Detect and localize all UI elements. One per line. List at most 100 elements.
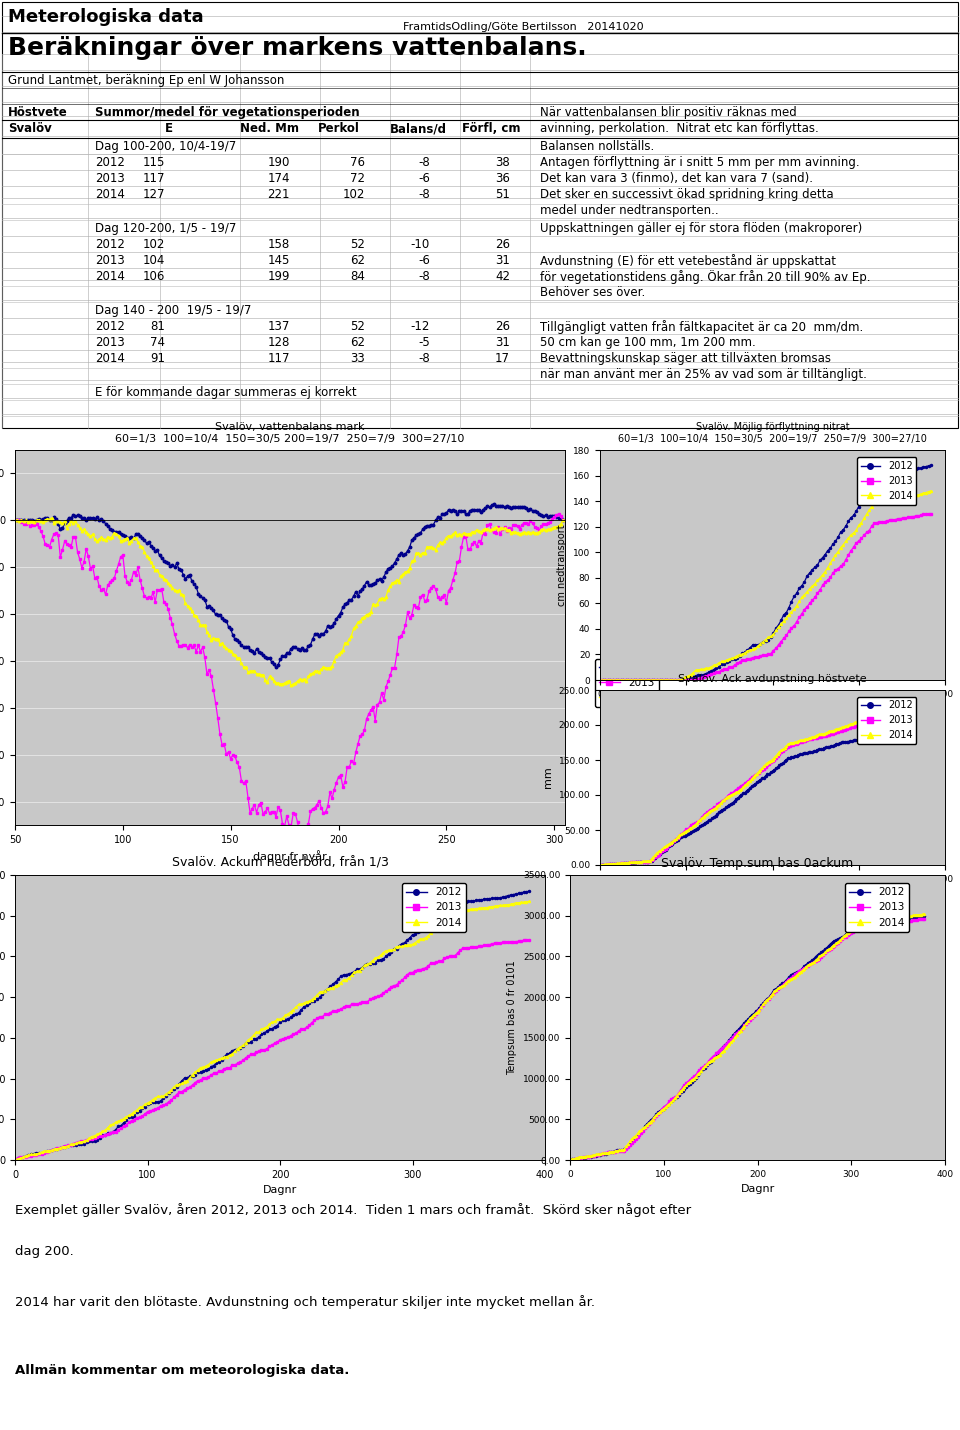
Text: -12: -12: [411, 320, 430, 333]
Text: avinning, perkolation.  Nitrat etc kan förflyttas.: avinning, perkolation. Nitrat etc kan fö…: [540, 122, 819, 134]
X-axis label: Dagnr från nyår: Dagnr från nyår: [731, 705, 814, 716]
Text: Förfl, cm: Förfl, cm: [462, 122, 520, 134]
Title: Svalöv. Temp.sum bas 0ackum: Svalöv. Temp.sum bas 0ackum: [661, 857, 853, 869]
Text: dag 200.: dag 200.: [15, 1244, 74, 1258]
Text: 62: 62: [350, 255, 365, 267]
Text: 31: 31: [495, 336, 510, 349]
Title: Svalöv. Möjlig förflyttning nitrat
60=1/3  100=10/4  150=30/5  200=19/7  250=7/9: Svalöv. Möjlig förflyttning nitrat 60=1/…: [618, 422, 927, 443]
Text: 2014: 2014: [95, 187, 125, 202]
Text: Avdunstning (E) för ett vetebestånd är uppskattat: Avdunstning (E) för ett vetebestånd är u…: [540, 255, 836, 267]
Text: 42: 42: [495, 270, 510, 283]
Text: för vegetationstidens gång. Ökar från 20 till 90% av Ep.: för vegetationstidens gång. Ökar från 20…: [540, 270, 871, 285]
Text: 2012: 2012: [95, 237, 125, 252]
Text: Beräkningar över markens vattenbalans.: Beräkningar över markens vattenbalans.: [8, 36, 587, 60]
Text: Ned. Mm: Ned. Mm: [240, 122, 299, 134]
Text: Meterologiska data: Meterologiska data: [8, 9, 204, 26]
Text: Dag 140 - 200  19/5 - 19/7: Dag 140 - 200 19/5 - 19/7: [95, 305, 252, 317]
Text: 174: 174: [268, 172, 290, 184]
Text: 2014: 2014: [95, 352, 125, 365]
Text: 17: 17: [495, 352, 510, 365]
X-axis label: dagnr fr nyår: dagnr fr nyår: [253, 851, 326, 862]
Text: 52: 52: [350, 237, 365, 252]
Y-axis label: mm: mm: [543, 766, 553, 788]
Text: Tillgängligt vatten från fältkapacitet är ca 20  mm/dm.: Tillgängligt vatten från fältkapacitet ä…: [540, 320, 863, 335]
Text: Dag 120-200, 1/5 - 19/7: Dag 120-200, 1/5 - 19/7: [95, 222, 236, 235]
Text: Uppskattningen gäller ej för stora flöden (makroporer): Uppskattningen gäller ej för stora flöde…: [540, 222, 862, 235]
Text: när man använt mer än 25% av vad som är tilltängligt.: när man använt mer än 25% av vad som är …: [540, 368, 867, 380]
Legend: 2012, 2013, 2014: 2012, 2013, 2014: [845, 884, 909, 932]
Text: 26: 26: [495, 237, 510, 252]
Text: Höstvete: Höstvete: [8, 106, 68, 119]
Text: 115: 115: [143, 156, 165, 169]
X-axis label: Dagnr: Dagnr: [263, 1185, 298, 1195]
Text: När vattenbalansen blir positiv räknas med: När vattenbalansen blir positiv räknas m…: [540, 106, 797, 119]
Text: 128: 128: [268, 336, 290, 349]
Text: 76: 76: [350, 156, 365, 169]
Text: 91: 91: [150, 352, 165, 365]
Text: 2014: 2014: [95, 270, 125, 283]
Text: -8: -8: [419, 352, 430, 365]
Y-axis label: cm nedtransport: cm nedtransport: [558, 525, 567, 606]
Text: 33: 33: [350, 352, 365, 365]
Text: 2012: 2012: [95, 156, 125, 169]
Text: 26: 26: [495, 320, 510, 333]
Text: 102: 102: [343, 187, 365, 202]
Text: Summor/medel för vegetationsperioden: Summor/medel för vegetationsperioden: [95, 106, 360, 119]
Text: -8: -8: [419, 156, 430, 169]
Title: Svalöv, vattenbalans mark
60=1/3  100=10/4  150=30/5 200=19/7  250=7/9  300=27/1: Svalöv, vattenbalans mark 60=1/3 100=10/…: [115, 422, 465, 443]
Text: 106: 106: [143, 270, 165, 283]
Text: 117: 117: [268, 352, 290, 365]
Legend: 2012, 2013, 2014: 2012, 2013, 2014: [856, 696, 917, 744]
Text: 72: 72: [350, 172, 365, 184]
Text: 2012: 2012: [95, 320, 125, 333]
Text: 51: 51: [495, 187, 510, 202]
Text: medel under nedtransporten..: medel under nedtransporten..: [540, 204, 719, 217]
Text: E: E: [165, 122, 173, 134]
X-axis label: Dagnr: Dagnr: [756, 889, 788, 899]
Text: 36: 36: [495, 172, 510, 184]
Text: 199: 199: [268, 270, 290, 283]
Text: -8: -8: [419, 187, 430, 202]
Text: 102: 102: [143, 237, 165, 252]
Text: Grund Lantmet, beräkning Ep enl W Johansson: Grund Lantmet, beräkning Ep enl W Johans…: [8, 74, 284, 87]
Y-axis label: Tempsum bas 0 fr 0101: Tempsum bas 0 fr 0101: [507, 960, 517, 1075]
Text: 50 cm kan ge 100 mm, 1m 200 mm.: 50 cm kan ge 100 mm, 1m 200 mm.: [540, 336, 756, 349]
Text: Balansen nollställs.: Balansen nollställs.: [540, 140, 655, 153]
Text: 62: 62: [350, 336, 365, 349]
Text: 2013: 2013: [95, 255, 125, 267]
Text: 84: 84: [350, 270, 365, 283]
Legend: 2012, 2013, 2014: 2012, 2013, 2014: [595, 659, 659, 708]
Text: 2014 har varit den blötaste. Avdunstning och temperatur skiljer inte mycket mell: 2014 har varit den blötaste. Avdunstning…: [15, 1296, 595, 1310]
Text: 137: 137: [268, 320, 290, 333]
Text: 221: 221: [268, 187, 290, 202]
Text: 104: 104: [143, 255, 165, 267]
Text: Allmän kommentar om meteorologiska data.: Allmän kommentar om meteorologiska data.: [15, 1364, 349, 1377]
Text: -5: -5: [419, 336, 430, 349]
Text: 145: 145: [268, 255, 290, 267]
Legend: 2012, 2013, 2014: 2012, 2013, 2014: [856, 458, 917, 505]
Text: FramtidsOdling/Göte Bertilsson   20141020: FramtidsOdling/Göte Bertilsson 20141020: [403, 21, 644, 31]
Text: Svalöv: Svalöv: [8, 122, 52, 134]
Text: 117: 117: [142, 172, 165, 184]
Text: Behöver ses över.: Behöver ses över.: [540, 286, 645, 299]
Text: Balans/d: Balans/d: [390, 122, 447, 134]
Text: Perkol: Perkol: [318, 122, 360, 134]
Text: -10: -10: [411, 237, 430, 252]
Title: Svalöv. Ack avdunstning höstvete: Svalöv. Ack avdunstning höstvete: [678, 674, 867, 684]
Text: Det kan vara 3 (finmo), det kan vara 7 (sand).: Det kan vara 3 (finmo), det kan vara 7 (…: [540, 172, 813, 184]
Text: Bevattningskunskap säger att tillväxten bromsas: Bevattningskunskap säger att tillväxten …: [540, 352, 831, 365]
Text: Det sker en successivt ökad spridning kring detta: Det sker en successivt ökad spridning kr…: [540, 187, 833, 202]
Text: Antagen förflyttning är i snitt 5 mm per mm avinning.: Antagen förflyttning är i snitt 5 mm per…: [540, 156, 859, 169]
Text: Dag 100-200, 10/4-19/7: Dag 100-200, 10/4-19/7: [95, 140, 236, 153]
Title: Svalöv. Ackum nederbörd, från 1/3: Svalöv. Ackum nederbörd, från 1/3: [172, 857, 389, 869]
Text: Exemplet gäller Svalöv, åren 2012, 2013 och 2014.  Tiden 1 mars och framåt.  Skö: Exemplet gäller Svalöv, åren 2012, 2013 …: [15, 1204, 691, 1217]
Text: -6: -6: [419, 172, 430, 184]
Text: E för kommande dagar summeras ej korrekt: E för kommande dagar summeras ej korrekt: [95, 386, 356, 399]
Text: 81: 81: [150, 320, 165, 333]
Legend: 2012, 2013, 2014: 2012, 2013, 2014: [402, 884, 466, 932]
Text: -6: -6: [419, 255, 430, 267]
Text: 2013: 2013: [95, 172, 125, 184]
Text: 190: 190: [268, 156, 290, 169]
Text: 2013: 2013: [95, 336, 125, 349]
Text: 38: 38: [495, 156, 510, 169]
